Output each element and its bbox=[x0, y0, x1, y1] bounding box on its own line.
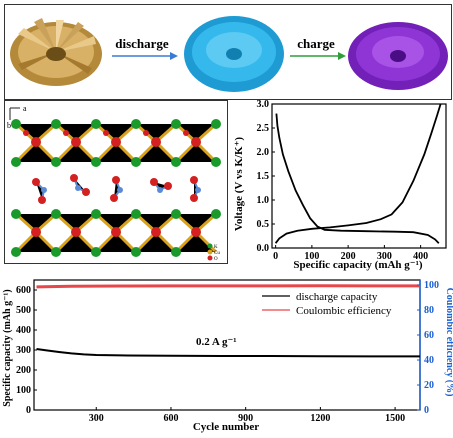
layered-material-icon bbox=[10, 18, 102, 86]
discharge-capacity-line bbox=[36, 348, 420, 358]
y-tick-label: 400 bbox=[16, 325, 31, 336]
x-tick-label: 200 bbox=[341, 251, 356, 262]
y-tick-label: 500 bbox=[16, 305, 31, 316]
y-tick-label: 2.5 bbox=[257, 123, 270, 134]
x-tick-label: 1500 bbox=[385, 413, 405, 424]
y-tick-label: 300 bbox=[16, 345, 31, 356]
bottom-atom-layer bbox=[11, 209, 221, 257]
discharged-particle-icon bbox=[184, 16, 284, 92]
x-tick-label: 300 bbox=[89, 413, 104, 424]
x-axis-label: Cycle number bbox=[193, 421, 259, 433]
y2-tick-label: 40 bbox=[424, 355, 434, 366]
x-tick-label: 600 bbox=[163, 413, 178, 424]
x-tick-label: 300 bbox=[377, 251, 392, 262]
axis-b-label: b bbox=[7, 121, 11, 130]
transformation-illustration: discharge charge bbox=[4, 4, 452, 100]
x-tick-label: 900 bbox=[238, 413, 253, 424]
x-tick-label: 400 bbox=[413, 251, 428, 262]
coulombic-efficiency-line bbox=[36, 284, 420, 289]
y-axis-label: Specific capacity (mAh g⁻¹) bbox=[2, 289, 13, 406]
legend-coulombic: Coulombic efficiency bbox=[296, 305, 392, 317]
y2-tick-label: 20 bbox=[424, 380, 434, 391]
charge-label: charge bbox=[297, 36, 335, 51]
legend-o: O bbox=[214, 257, 218, 262]
y-tick-label: 3.0 bbox=[257, 99, 270, 110]
crystal-structure: a b bbox=[4, 100, 228, 264]
x-axis-label: Specific capacity (mAh g⁻¹) bbox=[293, 259, 423, 271]
y-tick-label: 0.0 bbox=[257, 243, 270, 254]
current-density-label: 0.2 A g⁻¹ bbox=[196, 336, 237, 348]
legend-cu: Cu bbox=[214, 251, 220, 256]
arrow-right-icon bbox=[338, 52, 346, 60]
y-tick-label: 2.0 bbox=[257, 147, 270, 158]
charge-curve bbox=[274, 103, 442, 244]
plot-frame bbox=[271, 103, 447, 249]
y-axis-label: Voltage (V vs K/K⁺) bbox=[233, 137, 245, 231]
y-tick-label: 1.0 bbox=[257, 195, 270, 206]
y-tick-label: 200 bbox=[16, 365, 31, 376]
cycling-performance-chart: 300 600 900 1200 1500 0 100 200 300 400 500 600 0 20 4… bbox=[0, 272, 453, 433]
axis-a-label: a bbox=[23, 104, 27, 113]
element-legend: K Cu O bbox=[207, 243, 220, 262]
top-atom-layer bbox=[11, 119, 221, 167]
chart-legend: discharge capacity Coulombic efficiency bbox=[262, 291, 392, 317]
legend-k: K bbox=[214, 245, 218, 250]
y-tick-label: 1.5 bbox=[257, 171, 270, 182]
y-tick-label: 100 bbox=[16, 385, 31, 396]
charged-particle-icon bbox=[348, 22, 448, 90]
carbonate-ions bbox=[32, 174, 201, 204]
y2-axis-label: Coulombic efficiency (%) bbox=[444, 288, 453, 397]
y-tick-label: 0 bbox=[26, 405, 31, 416]
x-tick-label: 1200 bbox=[310, 413, 330, 424]
x-tick-label: 100 bbox=[304, 251, 319, 262]
x-tick-label: 0 bbox=[273, 251, 278, 262]
y2-tick-label: 0 bbox=[424, 405, 429, 416]
y2-tick-label: 100 bbox=[424, 280, 439, 291]
y-tick-label: 0.5 bbox=[257, 219, 270, 230]
y2-tick-label: 80 bbox=[424, 305, 434, 316]
voltage-profile-chart: 0 100 200 300 400 0.0 0.5 1.0 1.5 2.0 2.5 3.0 Speci… bbox=[232, 96, 452, 272]
y-tick-label: 600 bbox=[16, 285, 31, 296]
y2-tick-label: 60 bbox=[424, 330, 434, 341]
arrow-right-icon bbox=[170, 52, 178, 60]
legend-discharge: discharge capacity bbox=[296, 291, 378, 303]
discharge-label: discharge bbox=[115, 36, 169, 51]
discharge-curve bbox=[275, 113, 440, 244]
